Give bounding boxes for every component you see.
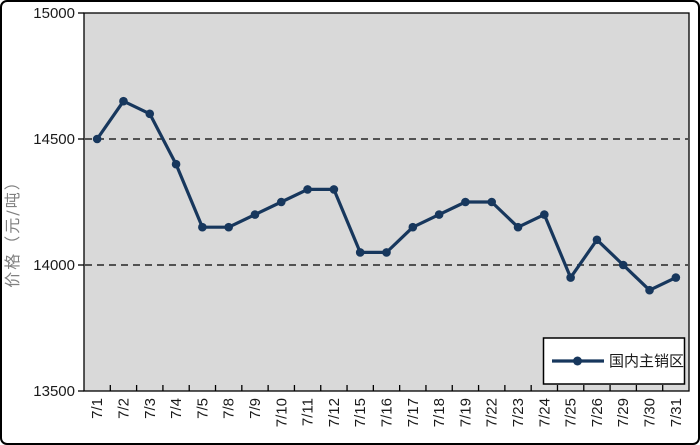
x-tick-label: 7/17 [405, 398, 422, 427]
data-point [250, 210, 260, 219]
data-point [224, 222, 233, 232]
y-axis-title: 价格（元/吨） [3, 172, 22, 287]
x-axis-ticks [109, 385, 664, 391]
x-tick-label: 7/4 [168, 398, 185, 419]
x-tick-label: 7/12 [326, 398, 343, 427]
data-point [276, 197, 286, 207]
data-series [92, 96, 681, 295]
legend-label: 国内主销区 [609, 352, 684, 370]
x-tick-label: 7/3 [142, 398, 159, 419]
data-point [408, 222, 418, 232]
data-point [303, 185, 312, 194]
data-point [540, 210, 549, 219]
x-tick-label: 7/8 [221, 398, 238, 419]
x-tick-label: 7/15 [352, 398, 369, 427]
y-axis-labels: 15000 14500 14000 13500 [33, 5, 75, 400]
data-point [92, 134, 102, 144]
x-tick-label: 7/25 [563, 398, 580, 427]
y-tick-label: 13500 [33, 383, 75, 400]
legend: 国内主销区 [542, 337, 686, 385]
data-point [461, 197, 470, 207]
x-tick-label: 7/31 [668, 398, 685, 427]
y-tick-label: 14500 [33, 131, 75, 148]
x-axis-labels: 7/1 7/2 7/3 7/4 7/5 7/8 7/9 7/10 7/11 7/12 7/15 7/1… [89, 398, 685, 427]
data-point [592, 235, 602, 245]
data-point [434, 210, 444, 219]
x-tick-label: 7/2 [115, 398, 132, 419]
x-tick-label: 7/16 [379, 398, 396, 427]
data-point [671, 273, 681, 282]
data-point [382, 248, 391, 257]
x-tick-label: 7/26 [589, 398, 606, 427]
y-tick-label: 15000 [33, 5, 75, 22]
x-tick-label: 7/11 [300, 398, 317, 426]
y-axis-ticks [78, 12, 84, 392]
y-gridlines [85, 138, 688, 266]
plot-area [83, 12, 690, 392]
y-tick-label: 14000 [33, 257, 75, 274]
x-tick-label: 7/19 [457, 398, 474, 427]
x-tick-label: 7/5 [194, 398, 211, 419]
x-tick-label: 7/23 [510, 398, 527, 427]
data-point [618, 260, 628, 270]
x-tick-label: 7/1 [89, 398, 106, 419]
data-point [566, 273, 575, 282]
data-point [145, 109, 155, 119]
x-tick-label: 7/29 [615, 398, 632, 427]
data-point [487, 197, 497, 207]
data-point [645, 285, 654, 295]
x-tick-label: 7/9 [247, 398, 264, 419]
data-point [355, 248, 365, 257]
data-point [119, 96, 128, 106]
x-tick-label: 7/24 [536, 398, 553, 427]
data-point [329, 185, 339, 194]
legend-marker [573, 356, 582, 366]
data-point [171, 159, 181, 169]
x-tick-label: 7/30 [642, 398, 659, 427]
x-tick-label: 7/22 [484, 398, 501, 427]
x-tick-label: 7/18 [431, 398, 448, 427]
data-point [198, 222, 207, 232]
data-point [513, 222, 523, 232]
x-tick-label: 7/10 [273, 398, 290, 427]
